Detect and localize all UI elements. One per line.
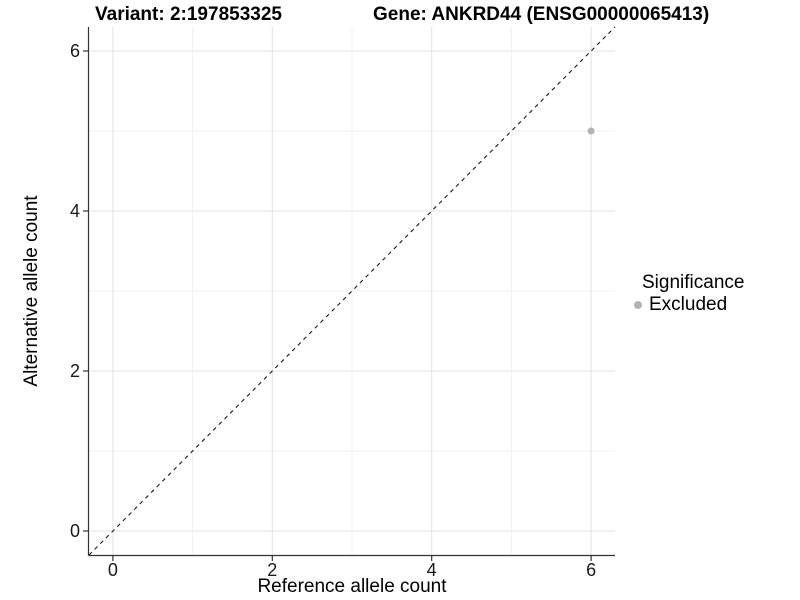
data-point xyxy=(587,127,595,135)
plot-title-gene: Gene: ANKRD44 (ENSG00000065413) xyxy=(373,4,710,25)
x-tick-label: 0 xyxy=(107,560,118,580)
legend-item-excluded: Excluded xyxy=(634,295,744,315)
plot-title-variant: Variant: 2:197853325 xyxy=(95,4,282,25)
y-tick-label: 4 xyxy=(69,201,80,221)
x-tick-label: 2 xyxy=(267,560,278,580)
legend-item-label: Excluded xyxy=(649,294,728,315)
y-tick-label: 0 xyxy=(69,521,80,541)
x-tick-label: 6 xyxy=(586,560,597,580)
y-tick-label: 6 xyxy=(69,41,80,61)
legend-point-icon xyxy=(634,301,642,309)
legend: Significance Excluded xyxy=(634,272,744,315)
legend-title: Significance xyxy=(642,272,745,293)
y-axis-title: Alternative allele count xyxy=(21,195,42,387)
y-tick-label: 2 xyxy=(69,361,80,381)
x-tick-label: 4 xyxy=(426,560,437,580)
x-axis-title: Reference allele count xyxy=(257,576,447,597)
